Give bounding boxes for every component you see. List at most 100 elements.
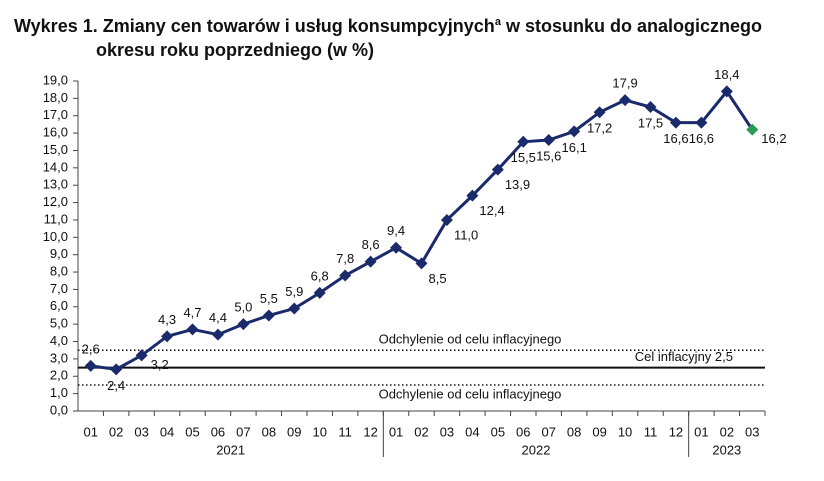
x-tick-label: 02: [720, 424, 734, 439]
y-tick-label: 16,0: [43, 125, 68, 140]
data-label: 4,7: [183, 305, 201, 320]
year-label: 2022: [522, 442, 551, 457]
x-tick-label: 07: [541, 424, 555, 439]
x-tick-label: 05: [491, 424, 505, 439]
data-label: 16,6: [663, 131, 688, 146]
data-label: 15,6: [536, 148, 561, 163]
x-tick-label: 06: [211, 424, 225, 439]
y-tick-label: 17,0: [43, 107, 68, 122]
y-tick-label: 10,0: [43, 229, 68, 244]
data-point: [313, 286, 326, 299]
data-point: [440, 213, 453, 226]
data-point: [746, 123, 759, 136]
x-tick-label: 03: [745, 424, 759, 439]
y-tick-label: 2,0: [50, 368, 68, 383]
data-label: 17,9: [612, 76, 637, 91]
data-point: [237, 318, 250, 331]
x-tick-label: 06: [516, 424, 530, 439]
y-tick-label: 9,0: [50, 246, 68, 261]
data-point: [466, 189, 479, 202]
data-point: [84, 359, 97, 372]
x-tick-label: 05: [185, 424, 199, 439]
data-label: 2,6: [82, 341, 100, 356]
chart-title-block: Wykres 1. Zmiany cen towarów i usług kon…: [14, 10, 762, 62]
data-label: 8,6: [362, 237, 380, 252]
y-tick-label: 7,0: [50, 281, 68, 296]
data-label: 9,4: [387, 223, 405, 238]
y-tick-label: 12,0: [43, 194, 68, 209]
data-point: [211, 328, 224, 341]
year-label: 2021: [216, 442, 245, 457]
y-tick-label: 0,0: [50, 402, 68, 417]
data-label: 4,4: [209, 310, 227, 325]
data-label: 16,1: [562, 140, 587, 155]
data-label: 2,4: [107, 378, 125, 393]
y-tick-label: 14,0: [43, 159, 68, 174]
data-label: 17,5: [638, 115, 663, 130]
data-point: [491, 163, 504, 176]
data-point: [110, 363, 123, 376]
data-point: [364, 255, 377, 268]
title-superscript: a: [494, 16, 501, 28]
data-point: [644, 101, 657, 114]
data-label: 13,9: [505, 177, 530, 192]
data-point: [339, 269, 352, 282]
data-label: 8,5: [429, 271, 447, 286]
x-tick-label: 10: [618, 424, 632, 439]
y-tick-label: 13,0: [43, 177, 68, 192]
y-tick-label: 15,0: [43, 142, 68, 157]
data-point: [288, 302, 301, 315]
data-label: 16,2: [761, 131, 786, 146]
y-tick-label: 1,0: [50, 385, 68, 400]
x-tick-label: 11: [338, 424, 352, 439]
y-tick-label: 11,0: [44, 211, 68, 226]
data-label: 12,4: [479, 203, 504, 218]
chart-subtitle: okresu roku poprzedniego (w %): [96, 40, 375, 60]
reference-label: Odchylenie od celu inflacyjnego: [379, 386, 562, 401]
y-tick-label: 8,0: [50, 263, 68, 278]
year-label: 2023: [712, 442, 741, 457]
x-tick-label: 08: [262, 424, 276, 439]
x-tick-label: 02: [414, 424, 428, 439]
data-label: 5,0: [234, 300, 252, 315]
data-label: 3,2: [151, 357, 169, 372]
chart-title: Wykres 1. Zmiany cen towarów i usług kon…: [14, 16, 495, 36]
data-point: [517, 135, 530, 148]
data-label: 18,4: [714, 67, 739, 82]
data-point: [186, 323, 199, 336]
data-point: [135, 349, 148, 362]
data-point: [619, 94, 632, 107]
data-label: 16,6: [689, 131, 714, 146]
y-tick-label: 4,0: [50, 333, 68, 348]
x-tick-label: 01: [389, 424, 403, 439]
x-tick-label: 03: [440, 424, 454, 439]
y-tick-label: 3,0: [50, 350, 68, 365]
data-point: [542, 134, 555, 147]
data-point: [720, 85, 733, 98]
x-tick-label: 09: [287, 424, 301, 439]
data-label: 17,2: [587, 121, 612, 136]
data-label: 15,5: [511, 150, 536, 165]
x-tick-label: 04: [465, 424, 479, 439]
x-tick-label: 09: [592, 424, 606, 439]
x-tick-label: 03: [134, 424, 148, 439]
data-label: 5,9: [285, 284, 303, 299]
data-point: [262, 309, 275, 322]
data-point: [161, 330, 174, 343]
chart-title-rest: w stosunku do analogicznego: [500, 16, 762, 36]
x-tick-label: 01: [83, 424, 97, 439]
x-tick-label: 01: [694, 424, 708, 439]
x-tick-label: 12: [669, 424, 683, 439]
data-point: [593, 106, 606, 119]
data-label: 7,8: [336, 251, 354, 266]
data-point: [669, 116, 682, 129]
x-tick-label: 07: [236, 424, 250, 439]
data-label: 11,0: [454, 227, 478, 242]
data-point: [415, 257, 428, 270]
reference-label: Cel inflacyjny 2,5: [635, 349, 733, 364]
y-tick-label: 18,0: [43, 90, 68, 105]
data-label: 4,3: [158, 312, 176, 327]
y-tick-label: 6,0: [50, 298, 68, 313]
x-tick-label: 11: [644, 424, 658, 439]
